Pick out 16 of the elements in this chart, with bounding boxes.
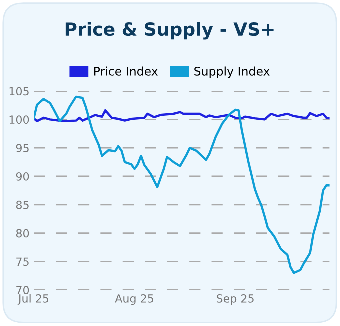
y-tick-label: 75 [16,258,29,266]
line-series [34,109,330,123]
y-tick-label: 90 [16,172,30,181]
y-tick-label: 80 [16,229,30,238]
x-tick-label: Sep 25 [216,294,254,306]
x-tick-label: Aug 25 [115,294,154,306]
y-tick-label: 105 [10,87,29,96]
legend-label: Price Index [94,66,158,76]
y-tick-label: 95 [16,144,29,152]
y-tick-label: 70 [16,286,30,295]
legend-label: Supply Index [194,66,270,78]
x-tick-label: Jul 25 [18,294,49,305]
y-tick-label: 100 [10,116,30,124]
chart-title: Price & Supply - VS+ [66,22,274,40]
y-tick-label: 85 [16,200,29,210]
line-series [34,96,330,274]
